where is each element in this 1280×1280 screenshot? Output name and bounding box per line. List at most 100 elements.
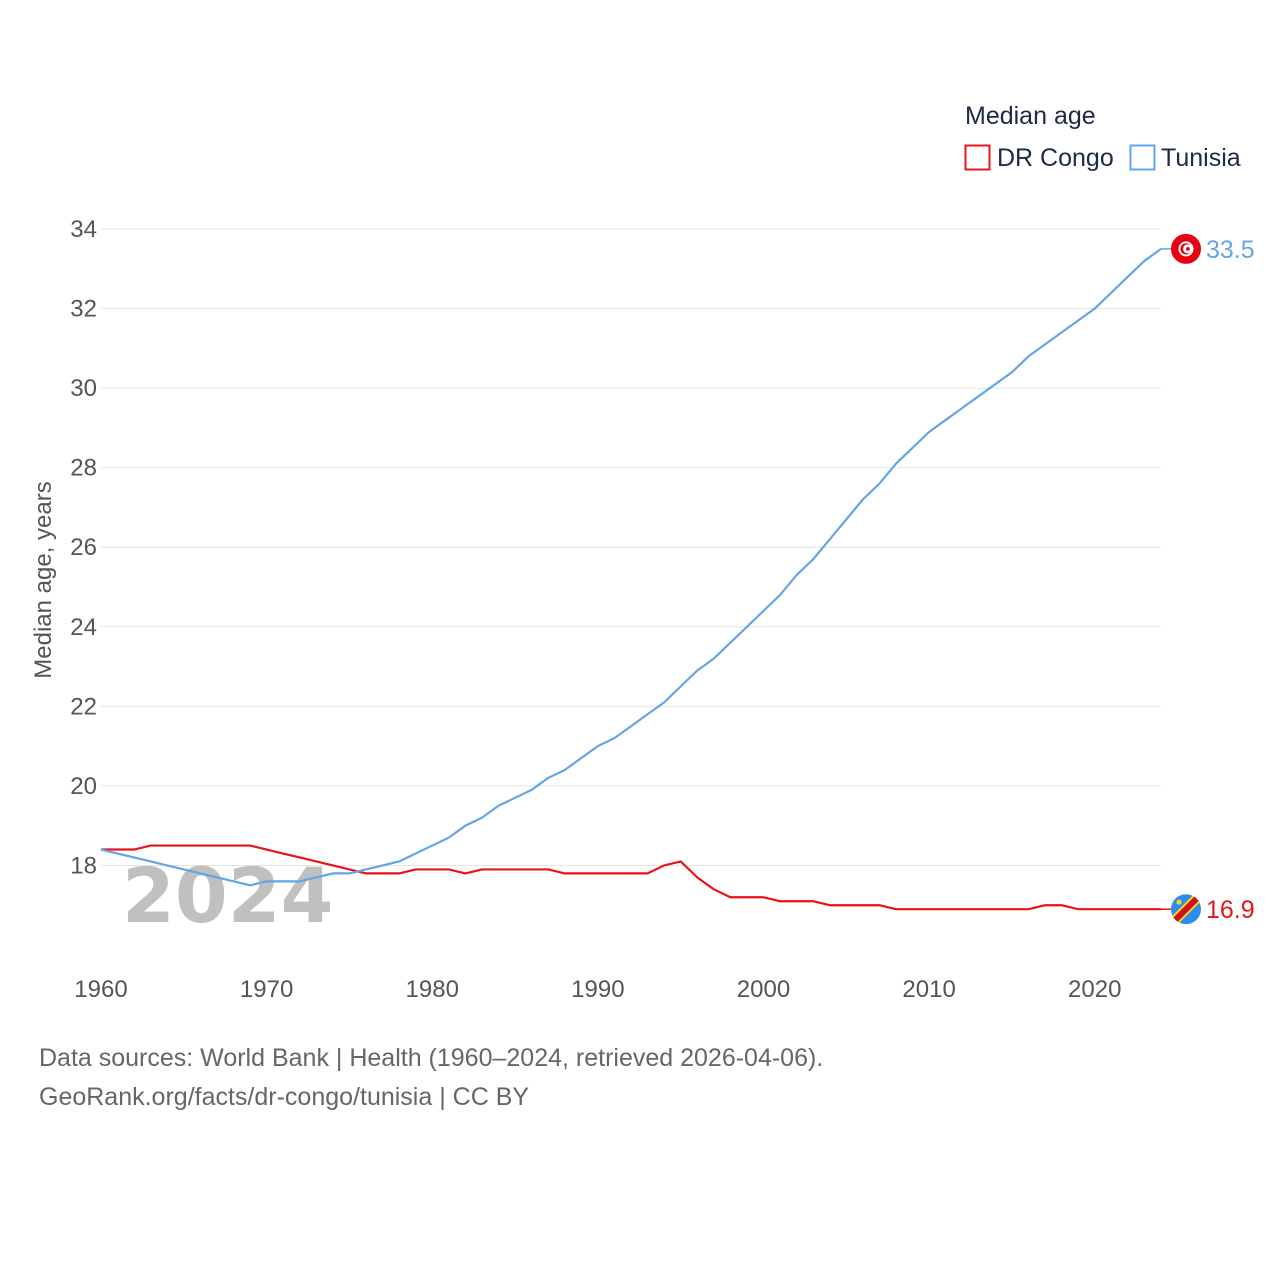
- data-point-tunisia-1973[interactable]: [312, 873, 320, 881]
- data-point-dr-congo-1988[interactable]: [561, 869, 569, 877]
- data-point-tunisia-2015[interactable]: [1008, 368, 1016, 376]
- data-point-dr-congo-2003[interactable]: [809, 897, 817, 905]
- data-point-dr-congo-1982[interactable]: [461, 869, 469, 877]
- data-point-dr-congo-1966[interactable]: [196, 842, 204, 850]
- data-point-dr-congo-2015[interactable]: [1008, 905, 1016, 913]
- data-point-dr-congo-1967[interactable]: [213, 842, 221, 850]
- data-point-dr-congo-1994[interactable]: [660, 861, 668, 869]
- data-point-dr-congo-1995[interactable]: [677, 857, 685, 865]
- data-point-tunisia-2021[interactable]: [1107, 289, 1115, 297]
- data-point-dr-congo-1980[interactable]: [428, 865, 436, 873]
- data-point-tunisia-1982[interactable]: [461, 822, 469, 830]
- data-point-tunisia-2023[interactable]: [1140, 257, 1148, 265]
- data-point-tunisia-2016[interactable]: [1025, 352, 1033, 360]
- data-point-tunisia-1999[interactable]: [743, 623, 751, 631]
- data-point-tunisia-2003[interactable]: [809, 555, 817, 563]
- data-point-dr-congo-1963[interactable]: [147, 842, 155, 850]
- data-point-tunisia-1981[interactable]: [445, 834, 453, 842]
- data-point-tunisia-2020[interactable]: [1091, 305, 1099, 313]
- data-point-tunisia-1990[interactable]: [594, 742, 602, 750]
- data-point-tunisia-2012[interactable]: [958, 404, 966, 412]
- data-point-dr-congo-1968[interactable]: [230, 842, 238, 850]
- data-point-dr-congo-1984[interactable]: [495, 865, 503, 873]
- data-point-tunisia-1998[interactable]: [726, 639, 734, 647]
- data-point-dr-congo-1996[interactable]: [693, 873, 701, 881]
- data-point-tunisia-1991[interactable]: [610, 734, 618, 742]
- data-point-tunisia-2008[interactable]: [892, 460, 900, 468]
- data-point-dr-congo-1973[interactable]: [312, 857, 320, 865]
- data-point-tunisia-1989[interactable]: [577, 754, 585, 762]
- data-point-tunisia-1972[interactable]: [296, 877, 304, 885]
- data-point-dr-congo-1981[interactable]: [445, 865, 453, 873]
- data-point-dr-congo-2005[interactable]: [842, 901, 850, 909]
- data-point-tunisia-2011[interactable]: [942, 416, 950, 424]
- data-point-dr-congo-2001[interactable]: [776, 897, 784, 905]
- data-point-tunisia-1986[interactable]: [528, 786, 536, 794]
- data-point-dr-congo-1985[interactable]: [511, 865, 519, 873]
- data-point-dr-congo-2017[interactable]: [1041, 901, 1049, 909]
- data-point-tunisia-2018[interactable]: [1058, 328, 1066, 336]
- data-point-tunisia-1961[interactable]: [114, 850, 122, 858]
- data-point-tunisia-1997[interactable]: [710, 655, 718, 663]
- data-point-dr-congo-1977[interactable]: [379, 869, 387, 877]
- data-point-tunisia-1984[interactable]: [495, 802, 503, 810]
- data-point-tunisia-2019[interactable]: [1074, 316, 1082, 324]
- data-point-tunisia-1980[interactable]: [428, 842, 436, 850]
- data-point-tunisia-1975[interactable]: [345, 869, 353, 877]
- data-point-dr-congo-1983[interactable]: [478, 865, 486, 873]
- data-point-dr-congo-2013[interactable]: [975, 905, 983, 913]
- data-point-tunisia-1987[interactable]: [544, 774, 552, 782]
- data-point-tunisia-1960[interactable]: [97, 846, 105, 854]
- data-point-tunisia-2000[interactable]: [760, 607, 768, 615]
- data-point-tunisia-1974[interactable]: [329, 869, 337, 877]
- data-point-tunisia-2009[interactable]: [909, 444, 917, 452]
- data-point-tunisia-1976[interactable]: [362, 865, 370, 873]
- data-point-tunisia-2006[interactable]: [859, 495, 867, 503]
- data-point-dr-congo-1993[interactable]: [644, 869, 652, 877]
- data-point-tunisia-2002[interactable]: [793, 571, 801, 579]
- data-point-tunisia-2004[interactable]: [826, 535, 834, 543]
- data-point-tunisia-1966[interactable]: [196, 869, 204, 877]
- data-point-dr-congo-1991[interactable]: [610, 869, 618, 877]
- legend-item-tunisia[interactable]: Tunisia: [1129, 144, 1241, 172]
- data-point-dr-congo-2004[interactable]: [826, 901, 834, 909]
- data-point-dr-congo-1964[interactable]: [163, 842, 171, 850]
- data-point-dr-congo-2022[interactable]: [1124, 905, 1132, 913]
- data-point-dr-congo-2009[interactable]: [909, 905, 917, 913]
- data-point-tunisia-2022[interactable]: [1124, 273, 1132, 281]
- data-point-dr-congo-2008[interactable]: [892, 905, 900, 913]
- data-point-tunisia-2017[interactable]: [1041, 340, 1049, 348]
- data-point-tunisia-1967[interactable]: [213, 873, 221, 881]
- legend-item-dr-congo[interactable]: DR Congo: [964, 144, 1114, 172]
- data-point-tunisia-1985[interactable]: [511, 794, 519, 802]
- data-point-tunisia-1969[interactable]: [246, 881, 254, 889]
- data-point-tunisia-2001[interactable]: [776, 591, 784, 599]
- data-point-tunisia-2005[interactable]: [842, 515, 850, 523]
- data-point-tunisia-1970[interactable]: [263, 877, 271, 885]
- data-point-dr-congo-1965[interactable]: [180, 842, 188, 850]
- data-point-dr-congo-2016[interactable]: [1025, 905, 1033, 913]
- data-point-dr-congo-1962[interactable]: [130, 846, 138, 854]
- data-point-dr-congo-2021[interactable]: [1107, 905, 1115, 913]
- data-point-dr-congo-1979[interactable]: [412, 865, 420, 873]
- data-point-tunisia-1978[interactable]: [395, 857, 403, 865]
- data-point-tunisia-1968[interactable]: [230, 877, 238, 885]
- data-point-dr-congo-2019[interactable]: [1074, 905, 1082, 913]
- data-point-dr-congo-1992[interactable]: [627, 869, 635, 877]
- data-point-dr-congo-2002[interactable]: [793, 897, 801, 905]
- data-point-tunisia-1993[interactable]: [644, 710, 652, 718]
- data-point-tunisia-1963[interactable]: [147, 857, 155, 865]
- data-point-dr-congo-1998[interactable]: [726, 893, 734, 901]
- data-point-dr-congo-2007[interactable]: [875, 901, 883, 909]
- data-point-tunisia-2014[interactable]: [991, 380, 999, 388]
- data-point-tunisia-1979[interactable]: [412, 850, 420, 858]
- data-point-dr-congo-1972[interactable]: [296, 853, 304, 861]
- data-point-dr-congo-2000[interactable]: [760, 893, 768, 901]
- data-point-dr-congo-2012[interactable]: [958, 905, 966, 913]
- data-point-dr-congo-2018[interactable]: [1058, 901, 1066, 909]
- data-point-dr-congo-1989[interactable]: [577, 869, 585, 877]
- data-point-tunisia-1988[interactable]: [561, 766, 569, 774]
- data-point-dr-congo-1978[interactable]: [395, 869, 403, 877]
- data-point-dr-congo-1997[interactable]: [710, 885, 718, 893]
- data-point-dr-congo-1969[interactable]: [246, 842, 254, 850]
